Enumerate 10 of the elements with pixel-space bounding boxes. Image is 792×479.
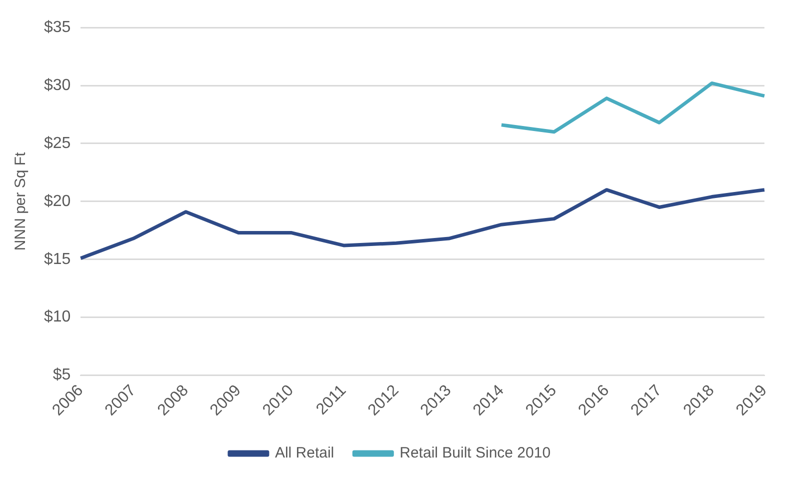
y-tick-label: $25 bbox=[44, 134, 71, 152]
y-tick-label: $5 bbox=[52, 366, 71, 384]
y-tick-label: $20 bbox=[44, 192, 71, 210]
y-tick-label: $10 bbox=[44, 308, 71, 326]
legend-label: All Retail bbox=[274, 444, 334, 462]
y-axis-title: NNN per Sq Ft bbox=[12, 151, 30, 251]
legend-label: Retail Built Since 2010 bbox=[400, 444, 551, 462]
y-tick-label: $35 bbox=[44, 19, 71, 36]
y-tick-label: $30 bbox=[44, 76, 71, 94]
y-tick-label: $15 bbox=[44, 250, 71, 268]
